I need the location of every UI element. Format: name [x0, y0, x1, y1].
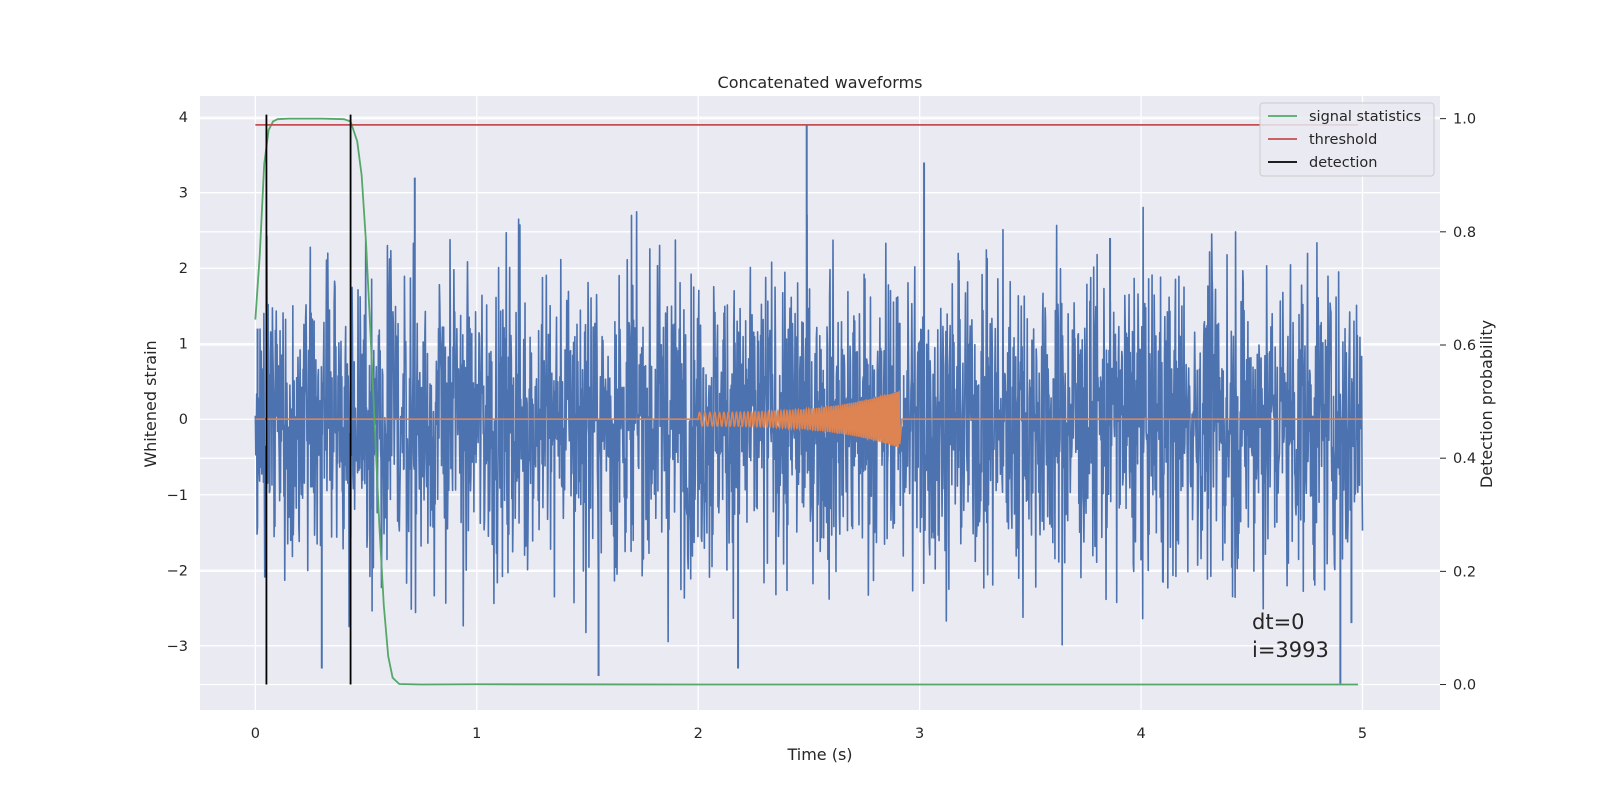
y-tick-label: −3 — [167, 639, 188, 655]
legend-label-detection: detection — [1309, 155, 1377, 171]
legend: signal statistics threshold detection — [1259, 102, 1435, 177]
y-tick-label: 3 — [179, 186, 188, 202]
y2-tick-label: 0.0 — [1453, 678, 1476, 694]
y-axis-title: Whitened strain — [141, 340, 160, 467]
axes-text: 0 1 2 3 4 5 −3 −2 −1 0 1 2 3 4 0.0 0.2 0.4 0.6 0.8 1.0 — [167, 110, 1476, 742]
chart-title: Concatenated waveforms — [718, 73, 923, 92]
x-tick-label: 5 — [1358, 726, 1367, 742]
y2-axis-title: Detection probability — [1477, 320, 1496, 488]
series-layer — [254, 114, 1364, 686]
y2-tick-label: 0.8 — [1453, 225, 1476, 241]
strain-noise-line — [254, 206, 1364, 646]
x-tick-label: 2 — [694, 726, 703, 742]
y-tick-label: −1 — [167, 488, 188, 504]
x-tick-label: 0 — [251, 726, 260, 742]
x-tick-label: 1 — [472, 726, 481, 742]
y-tick-label: 4 — [179, 110, 188, 126]
annotation-i: i=3993 — [1252, 638, 1329, 662]
legend-label-threshold: threshold — [1309, 132, 1377, 148]
y-tick-label: −2 — [167, 563, 188, 579]
y-tick-label: 2 — [179, 261, 188, 277]
signal-statistics-line — [254, 117, 1359, 686]
legend-label-signal-statistics: signal statistics — [1309, 109, 1421, 125]
y2-tick-label: 0.2 — [1453, 564, 1476, 580]
legend-box — [1259, 102, 1435, 177]
y-tick-label: 1 — [179, 337, 188, 353]
y2-tick-label: 1.0 — [1453, 112, 1476, 128]
y2-tick-label: 0.4 — [1453, 451, 1476, 467]
y-tick-label: 0 — [179, 412, 188, 428]
annotation-dt: dt=0 — [1252, 610, 1305, 634]
template-chirp-line — [255, 390, 1363, 448]
y2-tick-label: 0.6 — [1453, 338, 1476, 354]
x-tick-label: 3 — [915, 726, 924, 742]
x-tick-label: 4 — [1136, 726, 1145, 742]
x-axis-title: Time (s) — [786, 745, 852, 764]
